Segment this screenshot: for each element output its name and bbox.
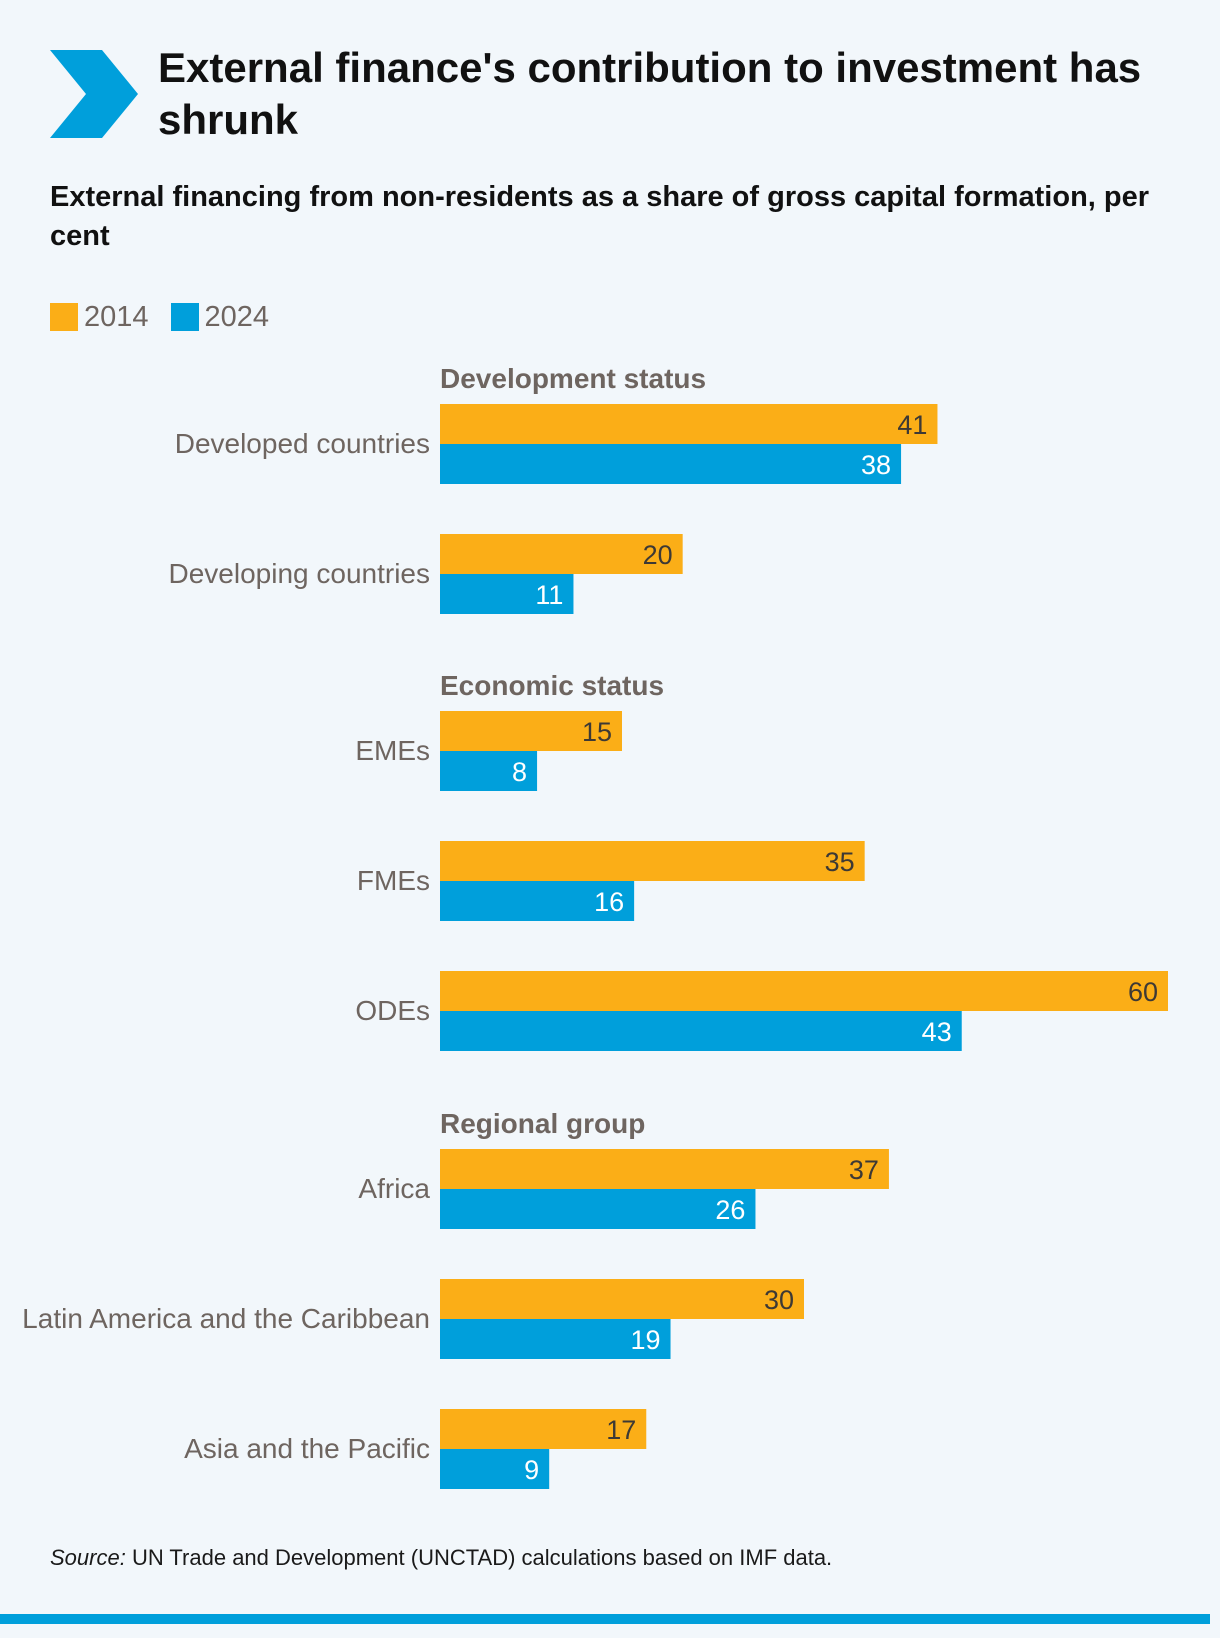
data-label-2024: 8 bbox=[512, 757, 527, 787]
group-title: Economic status bbox=[440, 670, 664, 701]
data-label-2014: 37 bbox=[849, 1155, 879, 1185]
bar-2014 bbox=[440, 971, 1168, 1011]
legend-label-2014: 2014 bbox=[84, 300, 149, 333]
data-label-2014: 17 bbox=[606, 1415, 636, 1445]
bar-2014 bbox=[440, 404, 938, 444]
bar-2014 bbox=[440, 534, 683, 574]
data-label-2024: 11 bbox=[535, 580, 563, 610]
bar-2024 bbox=[440, 1319, 671, 1359]
bar-2024 bbox=[440, 444, 902, 484]
category-label: EMEs bbox=[355, 735, 430, 766]
bar-2014 bbox=[440, 1409, 647, 1449]
chart-subtitle: External financing from non-residents as… bbox=[50, 181, 1150, 252]
data-label-2024: 16 bbox=[594, 887, 624, 917]
category-label: FMEs bbox=[357, 865, 430, 896]
data-label-2014: 60 bbox=[1128, 977, 1158, 1007]
data-label-2014: 30 bbox=[764, 1285, 794, 1315]
bar-2014 bbox=[440, 1149, 889, 1189]
bar-2024 bbox=[440, 1011, 962, 1051]
bottom-rule bbox=[0, 1614, 1210, 1624]
data-label-2014: 15 bbox=[582, 717, 612, 747]
legend-item-2014: 2014 bbox=[50, 301, 149, 334]
chevron-right-icon bbox=[50, 50, 138, 138]
category-label: Asia and the Pacific bbox=[184, 1433, 430, 1464]
bar-2024 bbox=[440, 881, 635, 921]
bar-2024 bbox=[440, 751, 538, 791]
group-title: Development status bbox=[440, 363, 706, 394]
source-note: Source: UN Trade and Development (UNCTAD… bbox=[50, 1545, 832, 1571]
data-label-2014: 20 bbox=[643, 540, 673, 570]
legend-swatch-2014 bbox=[50, 303, 78, 331]
chart-title: External finance's contribution to inves… bbox=[158, 44, 1142, 143]
category-label: Developing countries bbox=[169, 558, 431, 589]
bar-2024 bbox=[440, 574, 574, 614]
data-label-2024: 26 bbox=[715, 1195, 745, 1225]
legend-swatch-2024 bbox=[170, 303, 199, 331]
legend-label-2024: 2024 bbox=[204, 300, 270, 333]
legend-item-2024: 2024 bbox=[170, 300, 270, 334]
data-label-2024: 19 bbox=[630, 1325, 660, 1355]
data-label-2014: 41 bbox=[897, 410, 927, 440]
bar-2024 bbox=[440, 1449, 550, 1489]
category-label: ODEs bbox=[355, 995, 430, 1026]
data-label-2024: 43 bbox=[922, 1017, 952, 1047]
category-label: Developed countries bbox=[175, 428, 430, 459]
bar-2014 bbox=[440, 841, 865, 881]
data-label-2024: 9 bbox=[524, 1455, 539, 1485]
category-label: Africa bbox=[358, 1173, 430, 1204]
bar-2014 bbox=[440, 1279, 804, 1319]
source-prefix: Source: bbox=[50, 1545, 126, 1570]
group-title: Regional group bbox=[440, 1108, 645, 1139]
source-text: UN Trade and Development (UNCTAD) calcul… bbox=[125, 1545, 833, 1570]
bar-2024 bbox=[440, 1189, 756, 1229]
data-label-2024: 38 bbox=[861, 450, 891, 480]
category-label: Latin America and the Caribbean bbox=[22, 1303, 430, 1334]
chart-legend: 2014 2024 bbox=[50, 300, 291, 334]
data-label-2014: 35 bbox=[825, 847, 855, 877]
bar-2014 bbox=[440, 711, 622, 751]
